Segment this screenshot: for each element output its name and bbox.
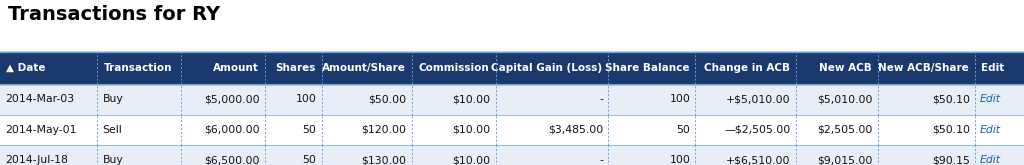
Text: $5,010.00: $5,010.00 — [817, 94, 872, 104]
Bar — [0, 145, 1024, 165]
Text: $3,485.00: $3,485.00 — [548, 125, 603, 135]
Text: 50: 50 — [302, 155, 316, 165]
Bar — [0, 52, 1024, 84]
Bar — [0, 84, 1024, 115]
Text: Edit: Edit — [980, 94, 1001, 104]
Text: Amount/Share: Amount/Share — [322, 63, 406, 73]
Bar — [0, 115, 1024, 145]
Text: $10.00: $10.00 — [453, 155, 490, 165]
Text: +$6,510.00: +$6,510.00 — [726, 155, 791, 165]
Text: -: - — [599, 94, 603, 104]
Text: Capital Gain (Loss): Capital Gain (Loss) — [490, 63, 602, 73]
Text: Commission: Commission — [419, 63, 489, 73]
Text: 2014-Mar-03: 2014-Mar-03 — [5, 94, 75, 104]
Text: $9,015.00: $9,015.00 — [817, 155, 872, 165]
Text: Sell: Sell — [102, 125, 122, 135]
Text: Edit: Edit — [981, 63, 1005, 73]
Text: $5,000.00: $5,000.00 — [205, 94, 260, 104]
Text: $10.00: $10.00 — [453, 94, 490, 104]
Text: Transaction: Transaction — [103, 63, 172, 73]
Text: $50.10: $50.10 — [932, 125, 970, 135]
Text: 100: 100 — [670, 94, 690, 104]
Text: New ACB: New ACB — [818, 63, 871, 73]
Text: $2,505.00: $2,505.00 — [817, 125, 872, 135]
Text: $6,500.00: $6,500.00 — [205, 155, 260, 165]
Text: Amount: Amount — [213, 63, 259, 73]
Text: 2014-Jul-18: 2014-Jul-18 — [5, 155, 68, 165]
Text: $130.00: $130.00 — [361, 155, 407, 165]
Text: $90.15: $90.15 — [932, 155, 970, 165]
Text: Edit: Edit — [980, 155, 1001, 165]
Text: Buy: Buy — [102, 155, 123, 165]
Text: $50.00: $50.00 — [369, 94, 407, 104]
Text: New ACB/Share: New ACB/Share — [878, 63, 969, 73]
Text: 100: 100 — [296, 94, 316, 104]
Text: $10.00: $10.00 — [453, 125, 490, 135]
Text: Change in ACB: Change in ACB — [703, 63, 790, 73]
Text: -: - — [599, 155, 603, 165]
Text: Shares: Shares — [275, 63, 315, 73]
Text: $120.00: $120.00 — [361, 125, 407, 135]
Text: 100: 100 — [670, 155, 690, 165]
Text: +$5,010.00: +$5,010.00 — [726, 94, 791, 104]
Text: Buy: Buy — [102, 94, 123, 104]
Text: $6,000.00: $6,000.00 — [205, 125, 260, 135]
Text: 2014-May-01: 2014-May-01 — [5, 125, 77, 135]
Text: Transactions for RY: Transactions for RY — [8, 5, 220, 24]
Text: —$2,505.00: —$2,505.00 — [724, 125, 791, 135]
Text: Share Balance: Share Balance — [604, 63, 689, 73]
Text: Edit: Edit — [980, 125, 1001, 135]
Text: $50.10: $50.10 — [932, 94, 970, 104]
Text: 50: 50 — [676, 125, 690, 135]
Text: 50: 50 — [302, 125, 316, 135]
Text: ▲ Date: ▲ Date — [6, 63, 46, 73]
